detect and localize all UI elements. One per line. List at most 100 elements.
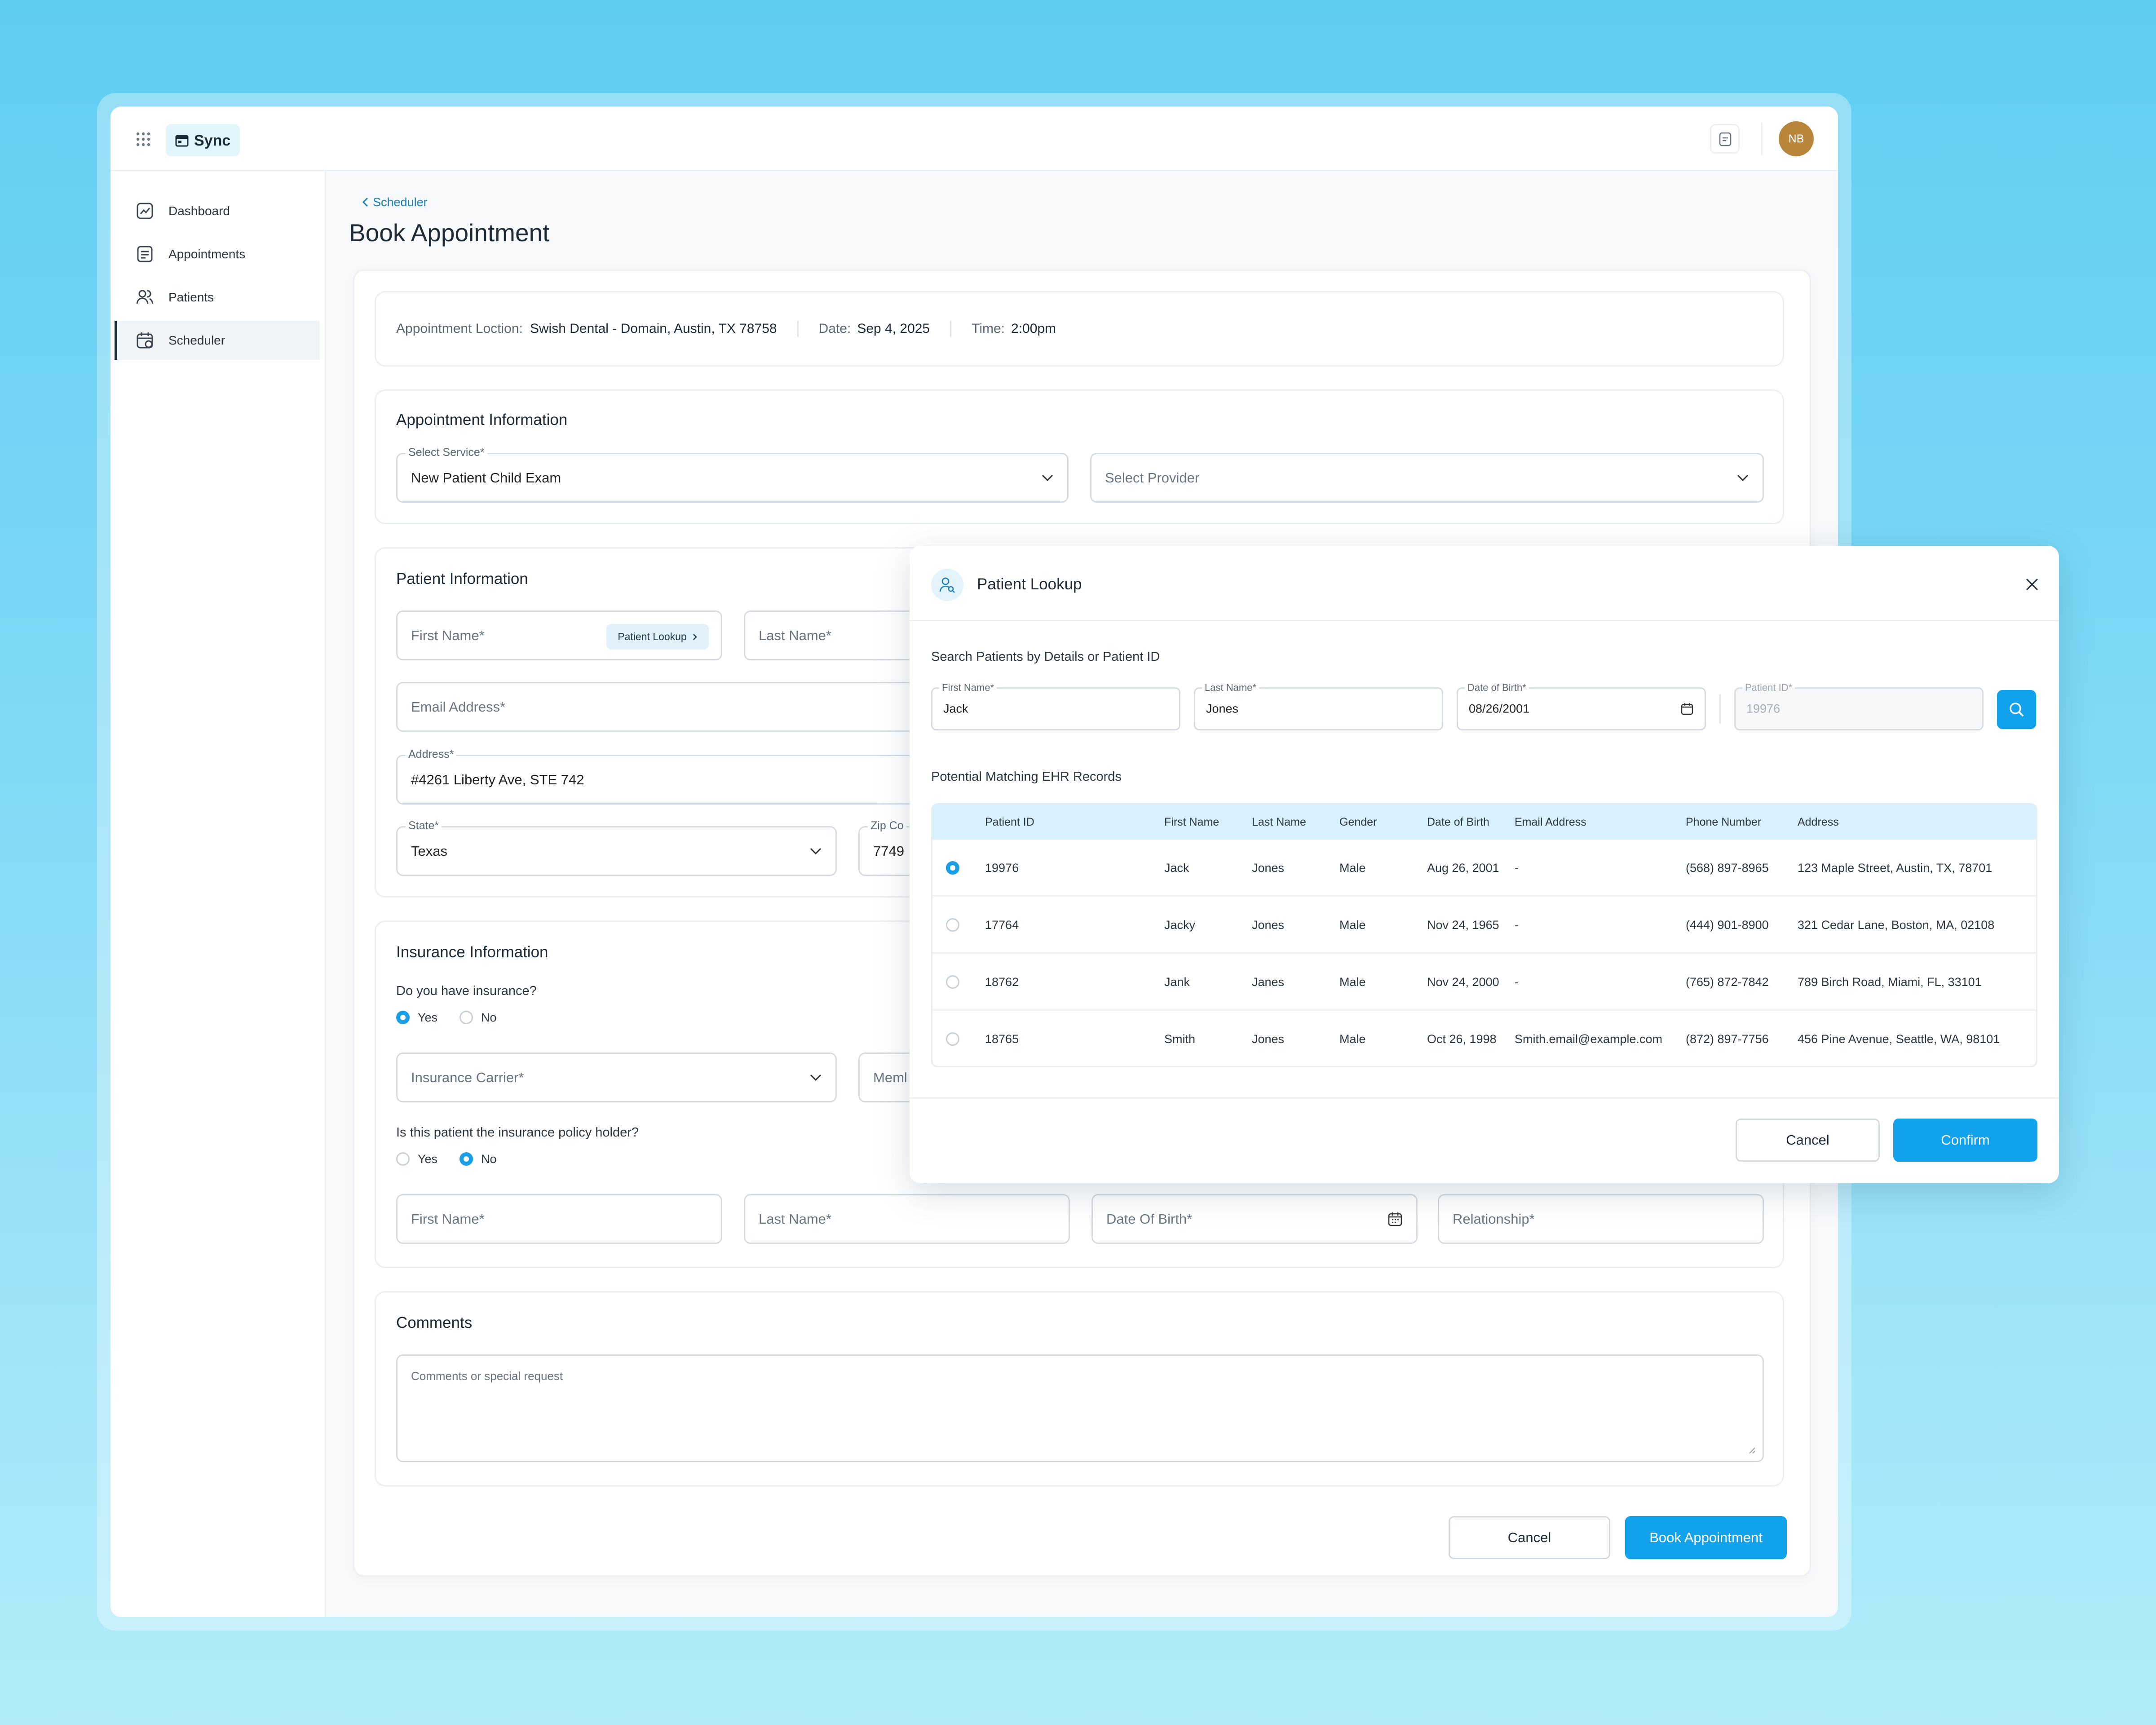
table-cell-dob: Oct 26, 1998 bbox=[1427, 1032, 1497, 1046]
field-value: 08/26/2001 bbox=[1469, 702, 1530, 716]
patient-lookup-modal: Patient Lookup Search Patients by Detail… bbox=[910, 546, 2059, 1183]
search-patient-id-field[interactable]: Patient ID* 19976 bbox=[1734, 682, 1984, 730]
calendar-icon[interactable] bbox=[1680, 702, 1694, 716]
chart-icon bbox=[136, 202, 154, 220]
app-grid-icon[interactable] bbox=[135, 131, 151, 147]
search-dob-field[interactable]: Date of Birth* 08/26/2001 bbox=[1457, 682, 1706, 730]
field-placeholder: Last Name* bbox=[759, 627, 831, 643]
chevron-down-icon bbox=[1737, 474, 1749, 481]
sidebar-item-appointments[interactable]: Appointments bbox=[115, 234, 319, 274]
page-title: Book Appointment bbox=[349, 219, 550, 247]
holder-last-name-field[interactable]: Last Name* bbox=[744, 1194, 1070, 1244]
sidebar-item-label: Dashboard bbox=[168, 203, 230, 218]
table-row[interactable]: 18762 Jank Janes Male Nov 24, 2000 - (765) 872… bbox=[932, 954, 2036, 1011]
calendar-icon bbox=[136, 332, 154, 349]
table-row[interactable]: 19976 Jack Jones Male Aug 26, 2001 - (568) 897… bbox=[932, 840, 2036, 897]
table-cell-address: 789 Birch Road, Miami, FL, 33101 bbox=[1798, 975, 1982, 989]
document-icon bbox=[1719, 132, 1732, 146]
table-cell-first: Jack bbox=[1164, 861, 1189, 875]
table-cell-id: 17764 bbox=[985, 918, 1019, 932]
appointment-summary: Appointment Loction: Swish Dental - Doma… bbox=[375, 291, 1784, 367]
search-button[interactable] bbox=[1997, 690, 2036, 729]
sidebar-item-scheduler[interactable]: Scheduler bbox=[115, 321, 319, 360]
holder-no-radio[interactable] bbox=[459, 1152, 473, 1166]
divider bbox=[950, 321, 952, 337]
field-placeholder: Date Of Birth* bbox=[1106, 1211, 1193, 1227]
search-first-name-field[interactable]: First Name* Jack bbox=[931, 682, 1180, 730]
textarea-placeholder: Comments or special request bbox=[411, 1369, 563, 1383]
table-cell-address: 456 Pine Avenue, Seattle, WA, 98101 bbox=[1798, 1032, 2000, 1046]
table-cell-last: Jones bbox=[1252, 861, 1285, 875]
radio-label: Yes bbox=[418, 1011, 438, 1024]
table-cell-first: Jacky bbox=[1164, 918, 1196, 932]
column-header: Gender bbox=[1339, 816, 1377, 828]
table-row[interactable]: 17764 Jacky Jones Male Nov 24, 1965 - (444) 90… bbox=[932, 897, 2036, 954]
confirm-button[interactable]: Confirm bbox=[1893, 1119, 2037, 1162]
summary-row: Appointment Loction: Swish Dental - Doma… bbox=[396, 321, 1056, 337]
row-select-radio[interactable] bbox=[946, 918, 959, 932]
table-cell-last: Jones bbox=[1252, 918, 1285, 932]
table-cell-gender: Male bbox=[1339, 918, 1366, 932]
breadcrumb-link[interactable]: Scheduler bbox=[373, 195, 428, 209]
close-icon[interactable] bbox=[2024, 576, 2040, 593]
column-header: Last Name bbox=[1252, 816, 1306, 828]
table-cell-email: - bbox=[1515, 975, 1519, 989]
avatar[interactable]: NB bbox=[1779, 121, 1814, 156]
table-cell-id: 18765 bbox=[985, 1032, 1019, 1046]
calendar-icon[interactable] bbox=[1387, 1212, 1403, 1227]
field-placeholder: First Name* bbox=[411, 1211, 485, 1227]
modal-title: Patient Lookup bbox=[977, 575, 1082, 593]
row-select-radio[interactable] bbox=[946, 861, 959, 875]
section-title: Appointment Information bbox=[396, 411, 568, 429]
column-header: Address bbox=[1798, 816, 1839, 828]
cancel-label: Cancel bbox=[1507, 1530, 1551, 1545]
notes-button[interactable] bbox=[1710, 124, 1740, 154]
modal-cancel-button[interactable]: Cancel bbox=[1736, 1119, 1880, 1162]
user-search-icon bbox=[939, 577, 955, 593]
sidebar-item-patients[interactable]: Patients bbox=[115, 278, 319, 317]
table-cell-email: Smith.email@example.com bbox=[1515, 1032, 1663, 1046]
provider-select[interactable]: Select Provider bbox=[1090, 453, 1764, 503]
row-select-radio[interactable] bbox=[946, 975, 959, 989]
holder-yes-radio[interactable] bbox=[396, 1152, 410, 1166]
insurance-question: Do you have insurance? bbox=[396, 984, 537, 998]
insurance-yes-radio[interactable] bbox=[396, 1011, 410, 1024]
table-cell-last: Janes bbox=[1252, 975, 1285, 989]
field-label: Zip Co bbox=[868, 819, 906, 832]
book-appointment-button[interactable]: Book Appointment bbox=[1625, 1516, 1787, 1559]
field-label: Date of Birth* bbox=[1465, 682, 1529, 694]
sidebar-item-dashboard[interactable]: Dashboard bbox=[115, 191, 319, 230]
table-cell-address: 123 Maple Street, Austin, TX, 78701 bbox=[1798, 861, 1993, 875]
first-name-field[interactable]: First Name* Patient Lookup bbox=[396, 610, 722, 660]
service-select[interactable]: Select Service* New Patient Child Exam bbox=[396, 446, 1069, 503]
search-icon bbox=[2010, 703, 2024, 717]
chevron-left-icon bbox=[362, 197, 368, 207]
cancel-button[interactable]: Cancel bbox=[1449, 1516, 1610, 1559]
relationship-field[interactable]: Relationship* bbox=[1438, 1194, 1764, 1244]
search-heading: Search Patients by Details or Patient ID bbox=[931, 650, 1160, 664]
table-cell-dob: Nov 24, 1965 bbox=[1427, 918, 1499, 932]
comments-textarea[interactable]: Comments or special request bbox=[396, 1354, 1764, 1462]
state-select[interactable]: State* Texas bbox=[396, 819, 837, 876]
top-bar: Sync NB bbox=[110, 106, 1838, 171]
field-label: Patient ID* bbox=[1742, 682, 1795, 694]
patient-lookup-button[interactable]: Patient Lookup bbox=[606, 624, 709, 650]
location-value: Swish Dental - Domain, Austin, TX 78758 bbox=[530, 321, 777, 336]
modal-divider bbox=[910, 620, 2059, 621]
search-last-name-field[interactable]: Last Name* Jones bbox=[1194, 682, 1443, 730]
table-cell-id: 19976 bbox=[985, 861, 1019, 875]
holder-first-name-field[interactable]: First Name* bbox=[396, 1194, 722, 1244]
breadcrumb[interactable]: Scheduler bbox=[361, 194, 428, 210]
section-title: Comments bbox=[396, 1314, 473, 1331]
sidebar-item-label: Patients bbox=[168, 290, 214, 304]
row-select-radio[interactable] bbox=[946, 1032, 959, 1046]
insurance-carrier-select[interactable]: Insurance Carrier* bbox=[396, 1053, 837, 1102]
brand-logo[interactable]: Sync bbox=[166, 124, 240, 156]
table-cell-first: Jank bbox=[1164, 975, 1190, 989]
table-cell-address: 321 Cedar Lane, Boston, MA, 02108 bbox=[1798, 918, 1995, 932]
holder-dob-field[interactable]: Date Of Birth* bbox=[1091, 1194, 1418, 1244]
table-row[interactable]: 18765 Smith Jones Male Oct 26, 1998 Smith.ema… bbox=[932, 1011, 2036, 1066]
resize-handle-icon[interactable] bbox=[1748, 1446, 1756, 1454]
insurance-no-radio[interactable] bbox=[459, 1011, 473, 1024]
sidebar: Dashboard Appointments Patients Schedule… bbox=[110, 171, 326, 1617]
